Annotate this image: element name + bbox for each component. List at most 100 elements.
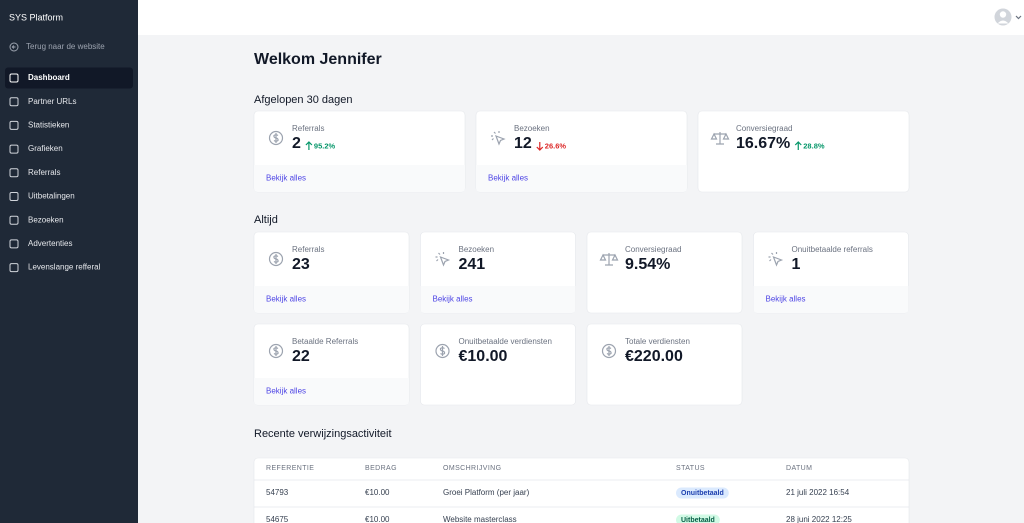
card-value: 12: [514, 135, 532, 152]
icon-dollar: [601, 343, 617, 359]
nav-item[interactable]: Uitbetalingen: [28, 192, 75, 201]
stat-card: Onuitbetaalde verdiensten €10.00: [420, 323, 576, 406]
icon-dollar-sign: [273, 133, 279, 143]
avatar-chevron[interactable]: [1015, 15, 1022, 20]
stat-card: Bekijk alles Betaalde Referrals 22: [253, 323, 410, 406]
nav-item[interactable]: Levenslange refferal: [28, 263, 101, 272]
card-footer: [753, 286, 909, 313]
view-all-link[interactable]: Bekijk alles: [266, 387, 306, 396]
stat-card: Bekijk alles Referrals 23: [253, 231, 410, 314]
icon-cursor: [491, 131, 506, 146]
avatar-body: [997, 20, 1009, 24]
card-value: 1: [792, 256, 801, 273]
nav-icon: [9, 144, 19, 154]
icon-cursor: [435, 252, 451, 267]
card-footer: [254, 286, 409, 313]
section-title: Recente verwijzingsactiviteit: [254, 428, 392, 440]
nav-item[interactable]: Statistieken: [28, 121, 69, 130]
card-change: 26.6%: [545, 141, 567, 150]
card-value: €10.00: [459, 348, 508, 365]
table-cell: 54793: [266, 488, 289, 497]
card-change: 28.8%: [803, 141, 825, 150]
card-label: Referrals: [292, 124, 324, 133]
card-value: 16.67%: [736, 135, 790, 152]
view-all-link[interactable]: Bekijk alles: [266, 174, 306, 183]
card-footer: [420, 286, 576, 313]
status-badge: [676, 514, 720, 523]
nav-icon: [9, 239, 19, 249]
table-cell: 21 juli 2022 16:54: [786, 488, 850, 497]
card-value: €220.00: [625, 348, 683, 365]
table-cell: €10.00: [365, 488, 390, 497]
nav-item[interactable]: Partner URLs: [28, 97, 76, 106]
stat-card: Bekijk alles Onuitbetaalde referrals 1: [753, 231, 909, 314]
arrow-up: [794, 141, 802, 150]
table-cell: 54675: [266, 515, 289, 523]
status-text: Uitbetaald: [681, 517, 715, 523]
table-cell: 28 juni 2022 12:25: [786, 515, 852, 523]
table-cell: €10.00: [365, 515, 390, 523]
card-label: Referrals: [292, 245, 324, 254]
card-label: Onuitbetaalde verdiensten: [459, 337, 552, 346]
card-label: Conversiegraad: [736, 124, 792, 133]
avatar-head: [999, 11, 1007, 18]
column-header: REFERENTIE: [266, 465, 314, 472]
icon-dollar: [268, 130, 284, 146]
icon-dollar: [268, 251, 284, 267]
back-link[interactable]: Terug naar de website: [26, 42, 105, 51]
brand[interactable]: SYS Platform: [9, 12, 63, 22]
icon-cursor: [768, 252, 784, 267]
card-background: [420, 323, 576, 406]
card-label: Conversiegraad: [625, 245, 681, 254]
nav-icon: [9, 263, 19, 273]
icon-scale: [710, 132, 730, 145]
nav-active-bg: [5, 67, 133, 89]
card-footer: [254, 165, 465, 192]
nav-icon: [9, 73, 19, 83]
card-value: 22: [292, 348, 310, 365]
card-label: Totale verdiensten: [625, 337, 690, 346]
stat-card: Conversiegraad 9.54%: [586, 231, 743, 314]
icon-dollar: [268, 343, 284, 359]
card-label: Betaalde Referrals: [292, 337, 358, 346]
icon-dollar-sign: [439, 346, 446, 356]
icon-dollar-sign: [273, 254, 279, 264]
column-header: DATUM: [786, 465, 812, 472]
card-label: Bezoeken: [459, 245, 495, 254]
card-label: Onuitbetaalde referrals: [792, 245, 873, 254]
stat-card: Bekijk alles Bezoeken 12 26.6%: [475, 110, 688, 193]
icon-scale: [599, 253, 619, 266]
nav-item[interactable]: Advertenties: [28, 239, 72, 248]
nav-item[interactable]: Dashboard: [28, 73, 70, 82]
status-text: Onuitbetaald: [681, 490, 724, 497]
back-icon: [9, 42, 19, 52]
card-change: 95.2%: [314, 141, 336, 150]
greeting: Welkom Jennifer: [254, 51, 382, 68]
arrow-down: [536, 142, 544, 151]
nav-item[interactable]: Referrals: [28, 168, 60, 177]
nav-icon: [9, 97, 19, 107]
section-title: Altijd: [254, 214, 278, 226]
icon-dollar-sign: [273, 346, 279, 356]
view-all-link[interactable]: Bekijk alles: [766, 295, 806, 304]
nav-item[interactable]: Grafieken: [28, 144, 63, 153]
card-value: 9.54%: [625, 256, 670, 273]
stat-card: Bekijk alles Bezoeken 241: [420, 231, 576, 314]
column-header: STATUS: [676, 465, 705, 472]
table-cell: Website masterclass: [443, 515, 517, 523]
card-value: 23: [292, 256, 310, 273]
view-all-link[interactable]: Bekijk alles: [266, 295, 306, 304]
nav-item[interactable]: Bezoeken: [28, 215, 64, 224]
card-footer: [254, 378, 409, 405]
view-all-link[interactable]: Bekijk alles: [433, 295, 473, 304]
card-value: 241: [459, 256, 486, 273]
nav-icon: [9, 120, 19, 130]
card-background: [586, 231, 743, 314]
icon-dollar-sign: [606, 346, 612, 356]
nav-icon: [9, 215, 19, 225]
card-background: [586, 323, 743, 406]
view-all-link[interactable]: Bekijk alles: [488, 174, 528, 183]
nav-icon: [9, 192, 19, 201]
stat-card: Totale verdiensten €220.00: [586, 323, 743, 406]
